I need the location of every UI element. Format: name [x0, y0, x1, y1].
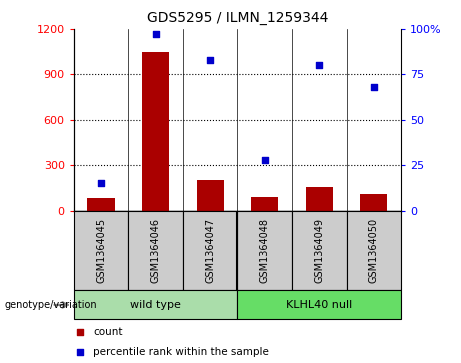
Text: GSM1364049: GSM1364049: [314, 218, 324, 283]
Bar: [74, 211, 128, 290]
Text: count: count: [94, 327, 123, 337]
Text: percentile rank within the sample: percentile rank within the sample: [94, 347, 269, 357]
Bar: [74, 290, 237, 319]
Bar: [196, 180, 224, 211]
Point: [315, 62, 323, 68]
Text: wild type: wild type: [130, 300, 181, 310]
Bar: [347, 211, 401, 290]
Bar: [128, 211, 183, 290]
Text: GSM1364047: GSM1364047: [205, 218, 215, 283]
Bar: [142, 52, 169, 211]
Bar: [237, 211, 292, 290]
Text: GSM1364046: GSM1364046: [151, 218, 160, 283]
Bar: [306, 187, 333, 211]
Bar: [237, 290, 401, 319]
Title: GDS5295 / ILMN_1259344: GDS5295 / ILMN_1259344: [147, 11, 328, 25]
Text: genotype/variation: genotype/variation: [5, 300, 97, 310]
Point: [370, 84, 378, 90]
Point: [207, 57, 214, 63]
Point: [261, 157, 268, 163]
Point: [293, 91, 301, 97]
Bar: [360, 194, 387, 211]
Point: [293, 272, 301, 278]
Bar: [88, 199, 115, 211]
Text: GSM1364048: GSM1364048: [260, 218, 270, 283]
Text: GSM1364045: GSM1364045: [96, 218, 106, 283]
Bar: [251, 197, 278, 211]
Bar: [183, 211, 237, 290]
Bar: [292, 211, 347, 290]
Point: [152, 32, 159, 37]
Point: [97, 180, 105, 186]
Text: GSM1364050: GSM1364050: [369, 218, 379, 283]
Text: KLHL40 null: KLHL40 null: [286, 300, 352, 310]
